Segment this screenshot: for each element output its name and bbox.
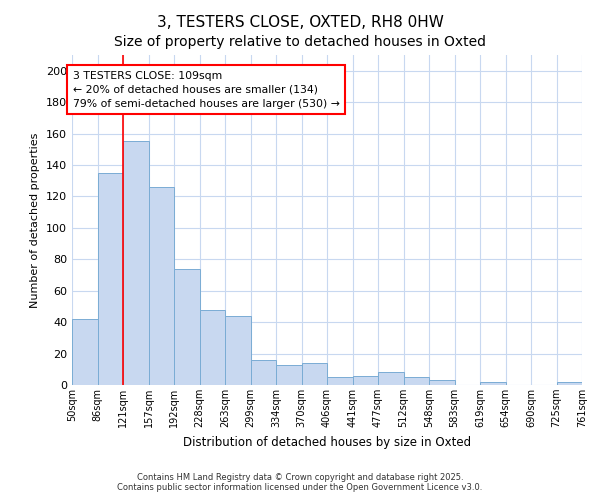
Bar xyxy=(302,363,327,385)
Bar xyxy=(404,377,429,385)
Bar xyxy=(327,377,353,385)
Bar xyxy=(149,187,174,385)
Bar xyxy=(251,360,276,385)
Y-axis label: Number of detached properties: Number of detached properties xyxy=(31,132,40,308)
Bar xyxy=(378,372,404,385)
Text: Contains HM Land Registry data © Crown copyright and database right 2025.
Contai: Contains HM Land Registry data © Crown c… xyxy=(118,473,482,492)
X-axis label: Distribution of detached houses by size in Oxted: Distribution of detached houses by size … xyxy=(183,436,471,448)
Bar xyxy=(557,382,582,385)
Bar xyxy=(174,268,199,385)
Bar xyxy=(72,319,97,385)
Bar xyxy=(276,364,302,385)
Bar xyxy=(199,310,225,385)
Text: Size of property relative to detached houses in Oxted: Size of property relative to detached ho… xyxy=(114,35,486,49)
Bar xyxy=(480,382,505,385)
Bar xyxy=(97,173,123,385)
Bar xyxy=(123,142,149,385)
Text: 3, TESTERS CLOSE, OXTED, RH8 0HW: 3, TESTERS CLOSE, OXTED, RH8 0HW xyxy=(157,15,443,30)
Text: 3 TESTERS CLOSE: 109sqm
← 20% of detached houses are smaller (134)
79% of semi-d: 3 TESTERS CLOSE: 109sqm ← 20% of detache… xyxy=(73,70,340,108)
Bar xyxy=(353,376,378,385)
Bar xyxy=(429,380,455,385)
Bar xyxy=(225,316,251,385)
